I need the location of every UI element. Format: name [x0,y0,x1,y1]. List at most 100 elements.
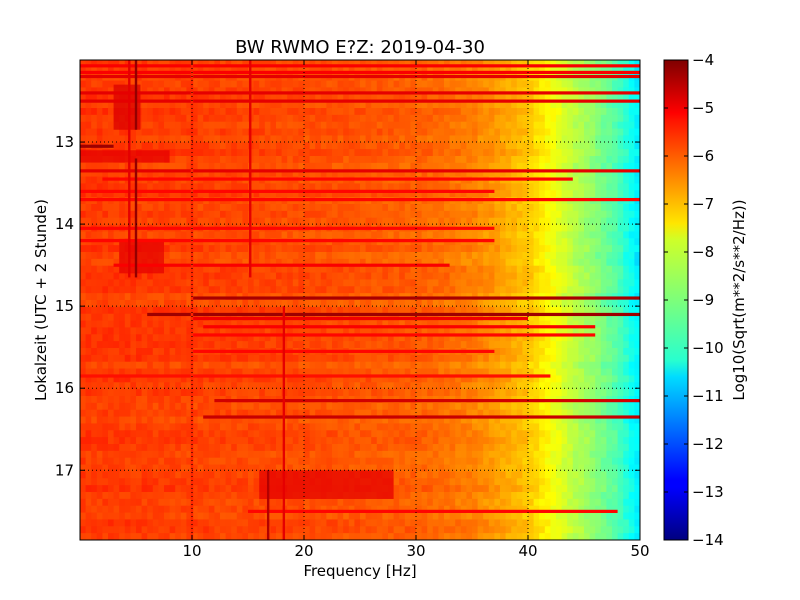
heatmap-cell [472,389,479,397]
heatmap-cell [102,293,109,301]
heatmap-cell [276,101,283,109]
heatmap-cell [617,389,624,397]
heatmap-cell [119,169,126,178]
heatmap-cell [203,300,210,308]
heatmap-cell [175,101,182,109]
heatmap-cell [220,190,227,198]
heatmap-cell [315,128,322,137]
heatmap-cell [404,341,411,349]
heatmap-cell [360,190,367,198]
heatmap-cell [220,279,227,287]
heatmap-cell [444,135,451,143]
heatmap-cell [169,121,176,130]
heatmap-cell [578,238,585,246]
heatmap-cell [449,265,456,274]
heatmap-cell [192,210,199,219]
heatmap-cell [236,382,243,390]
heatmap-cell [584,306,591,315]
heatmap-cell [186,60,193,68]
heatmap-cell [477,361,484,370]
heatmap-cell [141,334,148,342]
heatmap-cell [276,245,283,253]
heatmap-cell [516,348,523,356]
heatmap-cell [192,341,199,349]
heatmap-cell [108,114,115,123]
heatmap-cell [556,94,563,102]
heatmap-cell [164,183,171,191]
heatmap-cell [533,252,540,260]
heatmap-cell [550,368,557,377]
heatmap-cell [225,80,232,89]
heatmap-cell [404,94,411,102]
heatmap-cell [175,293,182,301]
heatmap-cell [612,300,619,308]
heatmap-cell [320,327,327,335]
heatmap-cell [354,135,361,143]
heatmap-cell [634,313,640,322]
heatmap-cell [231,156,238,164]
heatmap-cell [460,204,467,212]
heatmap-cell [119,389,126,397]
heatmap-cell [180,190,187,198]
heatmap-cell [242,210,249,219]
heatmap-cell [472,162,479,171]
heatmap-cell [348,245,355,253]
heatmap-cell [214,114,221,123]
heatmap-cell [180,389,187,397]
heatmap-cell [85,121,92,130]
heatmap-cell [556,313,563,322]
heatmap-cell [460,245,467,253]
heatmap-cell [511,279,518,287]
heatmap-cell [460,156,467,164]
heatmap-cell [287,252,294,260]
heatmap-cell [332,375,339,383]
heatmap-cell [332,204,339,212]
heatmap-cell [589,313,596,322]
heatmap-cell [264,101,271,109]
heatmap-cell [556,341,563,349]
heatmap-cell [561,252,568,260]
heatmap-cell [164,258,171,267]
heatmap-cell [354,245,361,253]
heatmap-cell [488,217,495,226]
heatmap-cell [119,361,126,370]
heatmap-cell [130,354,137,363]
heatmap-cell [164,320,171,329]
heatmap-cell [634,142,640,150]
heatmap-cell [136,341,143,349]
heatmap-cell [600,108,607,116]
heatmap-cell [617,190,624,198]
heatmap-cell [589,114,596,123]
heatmap-cell [561,286,568,294]
heatmap-cell [500,361,507,370]
heatmap-cell [561,361,568,370]
heatmap-cell [376,245,383,253]
heatmap-cell [427,66,434,75]
heatmap-cell [242,121,249,130]
heatmap-cell [343,382,350,390]
heatmap-cell [365,183,372,191]
heatmap-cell [175,272,182,281]
heatmap-cell [214,60,221,68]
heatmap-cell [197,169,204,178]
heatmap-cell [304,375,311,383]
heatmap-cell [214,382,221,390]
heatmap-cell [326,300,333,308]
heatmap-cell [354,60,361,68]
heatmap-cell [91,320,98,329]
heatmap-cell [505,128,512,137]
heatmap-cell [410,162,417,171]
heatmap-cell [186,354,193,363]
heatmap-cell [421,231,428,239]
heatmap-cell [522,389,529,397]
heatmap-cell [180,320,187,329]
heatmap-cell [203,245,210,253]
heatmap-cell [242,382,249,390]
heatmap-cell [628,169,635,178]
heatmap-cell [108,293,115,301]
heatmap-cell [623,101,630,109]
heatmap-cell [444,142,451,150]
heatmap-cell [197,334,204,342]
heatmap-cell [236,245,243,253]
heatmap-cell [399,80,406,89]
